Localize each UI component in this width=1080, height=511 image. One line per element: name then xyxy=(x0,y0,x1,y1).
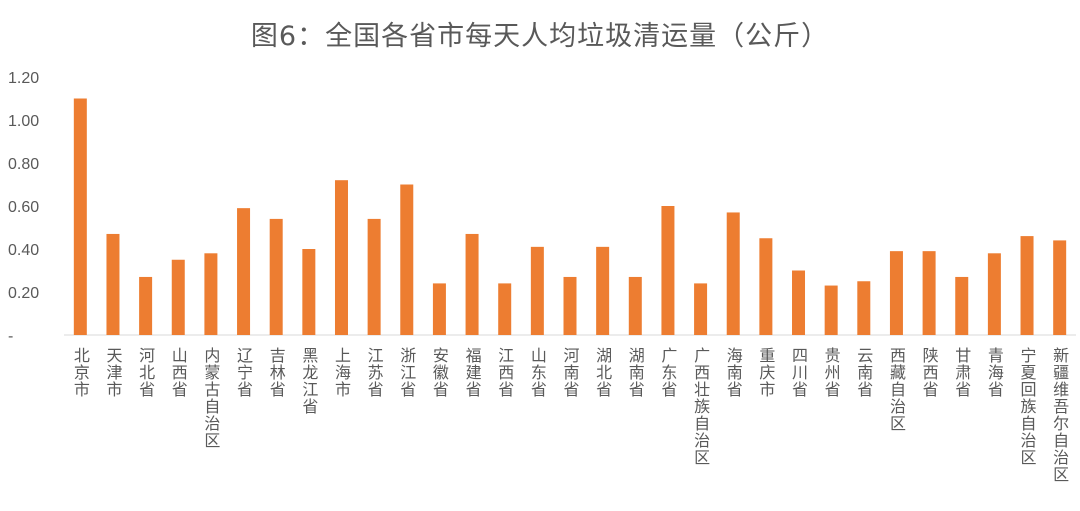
bar xyxy=(661,206,675,335)
bar xyxy=(1053,240,1067,335)
x-tick-label: 上海市 xyxy=(332,347,351,398)
bar xyxy=(596,246,610,335)
bar xyxy=(726,212,740,335)
x-tick-label: 新疆维吾尔自治区 xyxy=(1050,347,1069,483)
chart-title: 图6：全国各省市每天人均垃圾清运量（公斤） xyxy=(250,21,830,52)
bar xyxy=(530,246,544,335)
x-tick-label: 甘肃省 xyxy=(952,347,971,398)
x-tick-label: 陕西省 xyxy=(920,347,939,398)
bar xyxy=(400,184,414,335)
bar xyxy=(759,238,773,335)
x-tick-label: 黑龙江省 xyxy=(299,347,318,415)
y-tick-label: 1.20 xyxy=(8,70,39,87)
bar xyxy=(139,276,153,335)
bar xyxy=(1020,236,1034,335)
x-tick-label: 内蒙古自治区 xyxy=(201,347,220,449)
x-tick-label: 重庆市 xyxy=(756,347,775,398)
x-tick-label: 吉林省 xyxy=(267,347,286,398)
bar xyxy=(628,276,642,335)
x-tick-label: 海南省 xyxy=(724,347,743,398)
bar xyxy=(922,251,936,335)
x-tick-label: 西藏自治区 xyxy=(887,347,906,432)
bar xyxy=(73,98,87,335)
x-tick-label: 天津市 xyxy=(103,347,122,398)
bar xyxy=(889,251,903,335)
x-tick-label: 湖北省 xyxy=(593,347,612,398)
x-tick-label: 福建省 xyxy=(463,347,482,398)
bar xyxy=(694,283,708,335)
x-tick-label: 北京市 xyxy=(71,347,90,398)
x-tick-label: 山西省 xyxy=(169,347,188,398)
bar xyxy=(824,285,838,335)
bar xyxy=(563,276,577,335)
bar xyxy=(792,270,806,335)
y-tick-label: 0.60 xyxy=(8,199,39,216)
bar xyxy=(269,218,283,335)
x-tick-label: 安徽省 xyxy=(430,347,449,398)
x-tick-label: 广西壮族自治区 xyxy=(691,347,710,466)
bar xyxy=(498,283,512,335)
x-tick-label: 辽宁省 xyxy=(234,347,253,398)
y-tick-label: 0.20 xyxy=(8,285,39,302)
bar xyxy=(334,180,348,335)
bar xyxy=(367,218,381,335)
x-tick-label: 浙江省 xyxy=(397,347,416,398)
bar xyxy=(204,253,218,335)
x-tick-label: 湖南省 xyxy=(626,347,645,398)
x-tick-label: 云南省 xyxy=(854,347,873,398)
bar xyxy=(237,208,251,335)
y-tick-label: - xyxy=(8,328,13,345)
x-tick-label: 广东省 xyxy=(658,347,677,398)
x-tick-label: 江苏省 xyxy=(365,347,384,398)
bar xyxy=(465,233,479,335)
y-tick-label: 1.00 xyxy=(8,113,39,130)
x-tick-label: 四川省 xyxy=(789,347,808,398)
x-tick-label: 贵州省 xyxy=(822,347,841,398)
bar xyxy=(955,276,969,335)
x-tick-label: 河南省 xyxy=(561,347,580,398)
bar xyxy=(987,253,1001,335)
x-tick-label: 宁夏回族自治区 xyxy=(1018,347,1037,466)
x-tick-label: 河北省 xyxy=(136,347,155,398)
bar xyxy=(432,283,446,335)
bar xyxy=(302,249,316,335)
x-tick-label: 江西省 xyxy=(495,347,514,398)
x-tick-label: 青海省 xyxy=(985,347,1004,398)
bar xyxy=(171,259,185,335)
y-tick-label: 0.40 xyxy=(8,242,39,259)
x-tick-label: 山东省 xyxy=(528,347,547,398)
y-tick-label: 0.80 xyxy=(8,156,39,173)
bar xyxy=(106,233,120,335)
bar xyxy=(857,281,871,335)
